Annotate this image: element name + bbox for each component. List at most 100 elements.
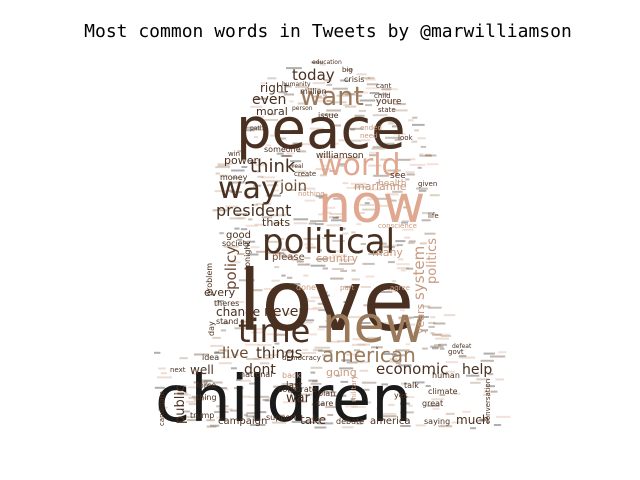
- texture-mark: [432, 347, 439, 350]
- texture-mark: [264, 250, 270, 253]
- word-war: war: [286, 391, 311, 406]
- texture-mark: [318, 258, 325, 261]
- texture-mark: [302, 308, 318, 311]
- texture-mark: [429, 194, 440, 197]
- texture-mark: [160, 406, 168, 409]
- texture-mark: [411, 140, 418, 143]
- word-care: care: [316, 399, 333, 408]
- texture-mark: [255, 163, 268, 166]
- texture-mark: [245, 343, 260, 346]
- texture-mark: [251, 203, 259, 206]
- texture-mark: [371, 147, 385, 150]
- texture-mark: [239, 320, 249, 323]
- texture-mark: [434, 333, 450, 336]
- texture-mark: [308, 379, 318, 382]
- texture-mark: [413, 316, 429, 318]
- texture-mark: [246, 412, 260, 415]
- texture-mark: [325, 406, 337, 409]
- texture-mark: [356, 73, 367, 76]
- texture-mark: [296, 170, 307, 173]
- texture-mark: [341, 227, 346, 230]
- texture-mark: [289, 383, 303, 386]
- texture-mark: [262, 398, 269, 401]
- texture-mark: [398, 318, 411, 321]
- texture-mark: [304, 257, 311, 259]
- texture-mark: [325, 206, 336, 209]
- texture-mark: [286, 67, 302, 70]
- chart-title: Most common words in Tweets by @marwilli…: [84, 21, 572, 42]
- texture-mark: [160, 372, 167, 375]
- texture-mark: [256, 250, 269, 253]
- word-never: never: [264, 304, 304, 320]
- texture-mark: [363, 388, 370, 391]
- texture-mark: [389, 327, 405, 330]
- texture-mark: [480, 359, 494, 362]
- texture-mark: [345, 105, 357, 108]
- texture-mark: [187, 386, 197, 389]
- word-think: think: [250, 156, 296, 177]
- word-candidate: candidate: [158, 391, 166, 426]
- texture-mark: [395, 349, 410, 352]
- texture-mark: [231, 169, 245, 172]
- texture-mark: [257, 344, 272, 346]
- texture-mark: [371, 234, 377, 237]
- texture-mark: [280, 155, 293, 157]
- texture-mark: [249, 382, 260, 385]
- texture-mark: [215, 166, 231, 169]
- texture-mark: [321, 237, 329, 240]
- texture-mark: [339, 163, 348, 166]
- texture-mark: [483, 394, 491, 396]
- texture-mark: [260, 82, 267, 85]
- texture-mark: [381, 412, 397, 415]
- texture-mark: [294, 143, 303, 146]
- word-system: system: [410, 246, 428, 300]
- word-president: president: [216, 201, 291, 220]
- texture-mark: [354, 114, 365, 117]
- texture-mark: [350, 398, 355, 400]
- word-talk: talk: [404, 381, 419, 390]
- texture-mark: [358, 109, 366, 112]
- word-join: join: [279, 177, 307, 195]
- texture-mark: [303, 237, 318, 240]
- texture-mark: [421, 212, 436, 215]
- word-part: part: [340, 284, 355, 292]
- texture-mark: [418, 189, 427, 192]
- texture-mark: [428, 321, 436, 324]
- word-million: million: [300, 87, 327, 96]
- word-path: path: [250, 125, 264, 132]
- texture-mark: [332, 216, 339, 219]
- texture-mark: [170, 388, 183, 391]
- texture-mark: [398, 316, 414, 319]
- texture-mark: [384, 120, 398, 123]
- texture-mark: [294, 396, 300, 399]
- word-debate: debate: [336, 417, 364, 426]
- texture-mark: [318, 349, 333, 352]
- texture-mark: [183, 416, 199, 419]
- texture-mark: [275, 333, 286, 336]
- texture-mark: [396, 263, 410, 266]
- word-tonight: tonight: [243, 241, 252, 270]
- texture-mark: [351, 343, 366, 346]
- texture-mark: [445, 361, 458, 364]
- texture-mark: [451, 421, 464, 424]
- texture-mark: [359, 99, 375, 102]
- word-corporate: corporate: [278, 385, 317, 394]
- word-look: look: [398, 134, 414, 142]
- texture-mark: [230, 191, 242, 194]
- texture-mark: [188, 396, 198, 399]
- texture-mark: [378, 291, 393, 293]
- texture-mark: [343, 301, 349, 303]
- word-life: life: [428, 212, 439, 220]
- texture-mark: [466, 374, 480, 377]
- texture-mark: [367, 76, 375, 79]
- texture-mark: [328, 216, 339, 219]
- texture-mark: [283, 401, 296, 404]
- texture-mark: [323, 79, 332, 82]
- word-problem: problem: [205, 263, 214, 296]
- texture-mark: [345, 68, 354, 71]
- texture-mark: [420, 145, 426, 148]
- word-please: please: [272, 252, 305, 263]
- texture-mark: [247, 404, 259, 407]
- texture-mark: [322, 94, 327, 97]
- texture-mark: [415, 424, 426, 427]
